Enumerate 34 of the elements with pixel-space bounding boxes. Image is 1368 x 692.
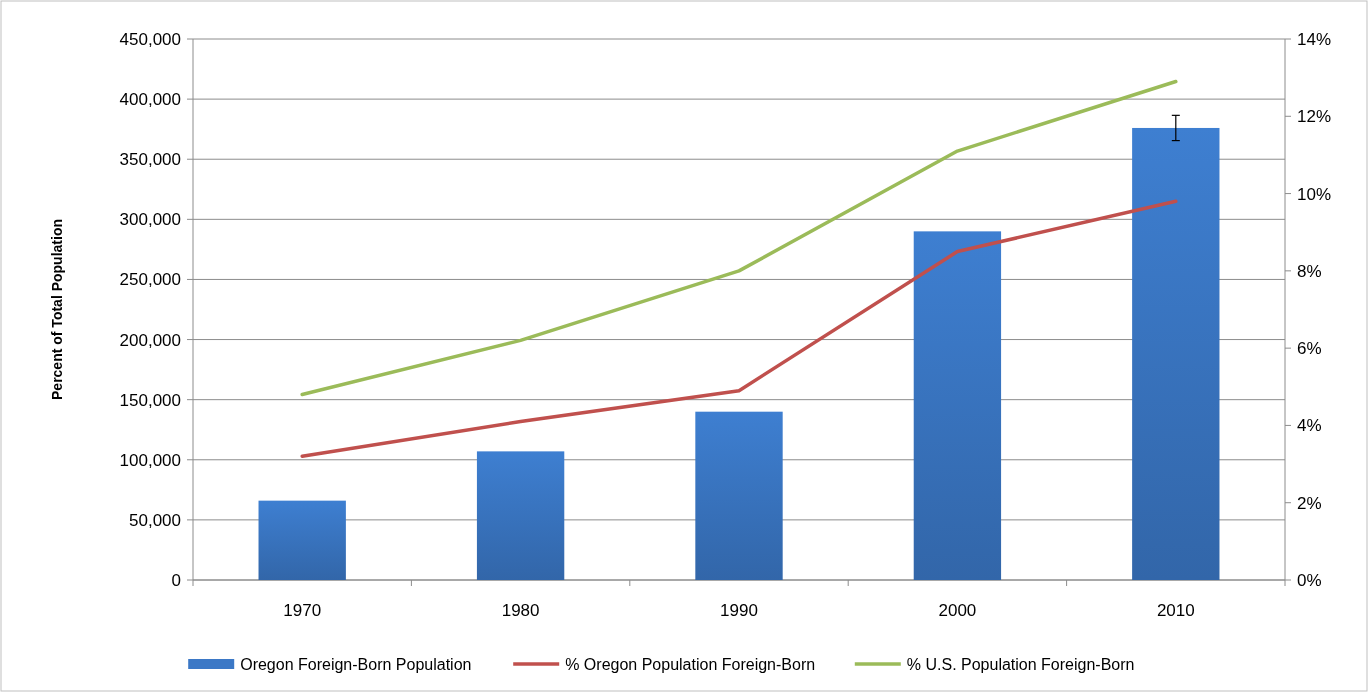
y2-tick-label: 10% [1297, 184, 1332, 204]
y-tick-label: 200,000 [119, 330, 181, 350]
y-tick-label: 100,000 [119, 450, 181, 470]
x-tick-label: 1990 [720, 601, 758, 620]
y2-tick-label: 4% [1297, 416, 1322, 436]
y-tick-label: 400,000 [119, 90, 181, 110]
line-series [300, 199, 1178, 459]
bar [1132, 127, 1220, 580]
y-tick-label: 50,000 [129, 510, 181, 530]
x-tick-label: 1970 [283, 601, 322, 620]
y2-tick-label: 12% [1297, 107, 1332, 127]
x-tick-label: 1980 [501, 601, 540, 620]
y-tick-label: 300,000 [119, 210, 181, 230]
y-axis-title: Percent of Total Population [49, 219, 65, 400]
y2-tick-label: 6% [1297, 339, 1322, 359]
bar [913, 231, 1002, 580]
legend-label: Oregon Foreign-Born Population [240, 655, 472, 673]
x-tick-label: 2000 [938, 601, 977, 620]
y2-tick-label: 14% [1297, 29, 1332, 49]
y2-tick-label: 0% [1297, 570, 1322, 590]
y-tick-label: 0 [171, 570, 181, 590]
legend-label: % U.S. Population Foreign-Born [906, 655, 1135, 673]
bar [258, 500, 346, 580]
x-tick-label: 2010 [1156, 601, 1195, 620]
legend-label: % Oregon Population Foreign-Born [565, 655, 816, 673]
line-series [300, 79, 1178, 397]
y-tick-label: 150,000 [119, 390, 181, 410]
y-tick-label: 350,000 [119, 150, 181, 170]
bar [695, 411, 783, 580]
y-tick-label: 250,000 [119, 270, 181, 290]
y2-tick-label: 2% [1297, 493, 1322, 513]
y2-tick-label: 8% [1297, 261, 1322, 281]
y-tick-label: 450,000 [119, 29, 181, 49]
bar [476, 451, 565, 580]
